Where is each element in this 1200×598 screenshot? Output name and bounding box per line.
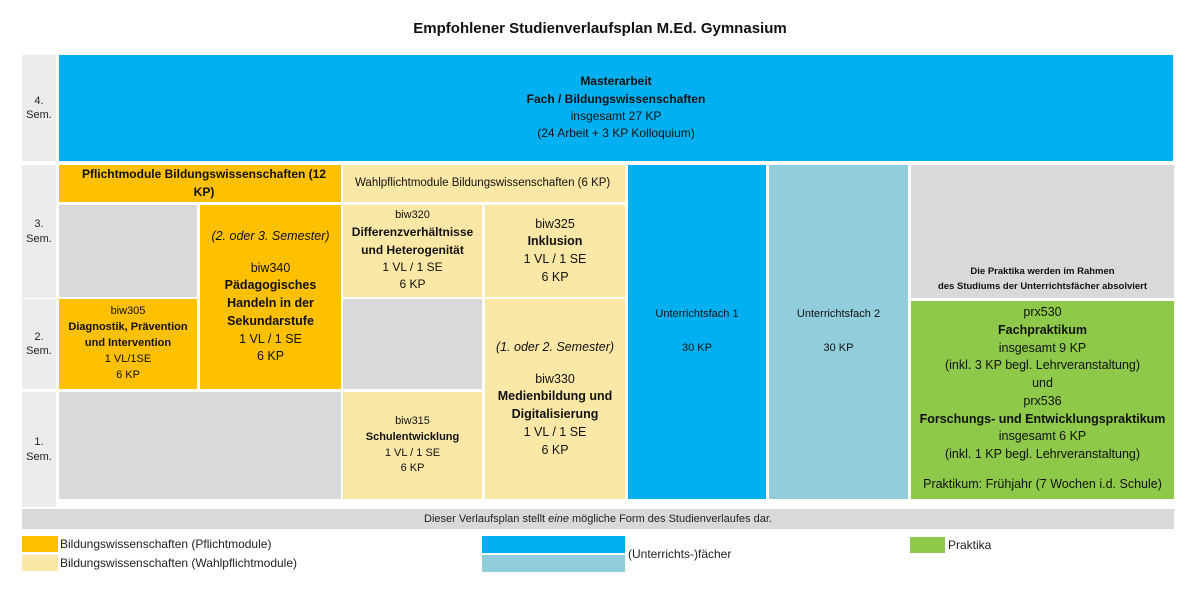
module-biw305: biw305 Diagnostik, Prävention und Interv… bbox=[59, 299, 197, 389]
praktika-note-line1: Die Praktika werden im Rahmen bbox=[970, 265, 1115, 277]
page-title: Empfohlener Studienverlaufsplan M.Ed. Gy… bbox=[413, 20, 787, 37]
wahlpflicht-header-label: Wahlpflichtmodule Bildungswissenschaften… bbox=[355, 177, 611, 190]
master-kp-detail: (24 Arbeit + 3 KP Kolloquium) bbox=[537, 126, 695, 141]
legend-swatch-fach-dark bbox=[482, 536, 625, 553]
module-biw340: (2. oder 3. Semester) biw340 Pädagogisch… bbox=[200, 205, 341, 389]
prx536-incl: (inkl. 1 KP begl. Lehrveranstaltung) bbox=[944, 447, 1141, 461]
semester-label-2: 2. Sem. bbox=[22, 299, 56, 389]
subject-1-block: Unterrichtsfach 1 30 KP bbox=[628, 165, 766, 499]
module-biw325: biw325 Inklusion 1 VL / 1 SE 6 KP bbox=[485, 205, 625, 297]
semester-label-4: 4. Sem. bbox=[22, 55, 56, 161]
biw315-kp: 6 KP bbox=[400, 462, 425, 475]
praktika-note-line2: des Studiums der Unterrichtsfächer absol… bbox=[937, 280, 1148, 292]
subject-1-kp: 30 KP bbox=[682, 342, 712, 354]
praktika-und: und bbox=[1032, 376, 1053, 390]
biw325-name: Inklusion bbox=[527, 234, 583, 249]
subject-1-name: Unterrichtsfach 1 bbox=[655, 308, 739, 321]
legend-swatch-wahlpflicht bbox=[22, 555, 58, 571]
master-thesis-block: Masterarbeit Fach / Bildungswissenschaft… bbox=[59, 55, 1173, 161]
legend-swatch-praktika bbox=[910, 537, 945, 553]
praktika-time: Praktikum: Frühjahr (7 Wochen i.d. Schul… bbox=[923, 476, 1162, 491]
prx536-code: prx536 bbox=[1023, 393, 1062, 408]
prx530-kp: insgesamt 9 KP bbox=[998, 340, 1087, 355]
biw315-code: biw315 bbox=[395, 414, 430, 427]
module-biw320: biw320 Differenzverhältnisse und Heterog… bbox=[343, 205, 482, 297]
empty-cell-3a bbox=[59, 205, 197, 297]
biw305-name: Diagnostik, Prävention und Intervention bbox=[68, 321, 188, 350]
master-kp: insgesamt 27 KP bbox=[570, 109, 662, 123]
module-biw315: biw315 Schulentwicklung 1 VL / 1 SE 6 KP bbox=[343, 392, 482, 499]
biw325-kp: 6 KP bbox=[541, 269, 569, 284]
biw320-format: 1 VL / 1 SE bbox=[382, 259, 443, 274]
subject-2-kp: 30 KP bbox=[823, 342, 854, 354]
legend-swatch-pflicht bbox=[22, 536, 58, 552]
biw340-code: biw340 bbox=[250, 260, 291, 275]
semester-label-1: 1. Sem. bbox=[22, 392, 56, 507]
prx536-name: Forschungs- und Entwicklungspraktikum bbox=[919, 411, 1166, 426]
biw330-format: 1 VL / 1 SE bbox=[523, 424, 587, 439]
legend-label-pflicht: Bildungswissenschaften (Pflichtmodule) bbox=[60, 537, 272, 551]
legend-swatch-fach-light bbox=[482, 555, 625, 572]
biw320-code: biw320 bbox=[395, 209, 430, 222]
biw340-kp: 6 KP bbox=[256, 349, 285, 364]
subject-2-name: Unterrichtsfach 2 bbox=[796, 308, 881, 321]
biw305-format: 1 VL/1SE bbox=[104, 352, 152, 365]
biw340-format: 1 VL / 1 SE bbox=[239, 331, 302, 346]
biw330-name: Medienbildung und Digitalisierung bbox=[497, 389, 613, 421]
biw305-kp: 6 KP bbox=[116, 368, 140, 381]
legend-label-praktika: Praktika bbox=[948, 538, 992, 552]
wahlpflicht-header: Wahlpflichtmodule Bildungswissenschaften… bbox=[343, 165, 625, 202]
module-biw330: (1. oder 2. Semester) biw330 Medienbildu… bbox=[485, 299, 625, 499]
footer-text-before: Dieser Verlaufsplan stellt bbox=[424, 513, 549, 525]
biw320-name: Differenzverhältnisse und Heterogenität bbox=[351, 225, 474, 257]
master-title: Masterarbeit bbox=[580, 74, 652, 89]
biw330-code: biw330 bbox=[535, 371, 575, 386]
prx530-code: prx530 bbox=[1023, 305, 1062, 319]
subject-2-block: Unterrichtsfach 2 30 KP bbox=[769, 165, 908, 499]
semester-label-3: 3. Sem. bbox=[22, 165, 56, 298]
biw325-code: biw325 bbox=[535, 216, 575, 231]
footer-text-after: mögliche Form des Studienverlaufes dar. bbox=[568, 513, 772, 525]
biw315-format: 1 VL / 1 SE bbox=[384, 446, 441, 459]
prx536-kp: insgesamt 6 KP bbox=[998, 429, 1087, 444]
biw325-format: 1 VL / 1 SE bbox=[523, 252, 587, 266]
master-subtitle: Fach / Bildungswissenschaften bbox=[526, 91, 706, 106]
legend-label-faecher: (Unterrichts-)fächer bbox=[628, 547, 732, 561]
empty-cell-2c bbox=[343, 299, 482, 389]
biw330-kp: 6 KP bbox=[541, 442, 569, 457]
biw340-name: Pädagogisches Handeln in der Sekundarstu… bbox=[224, 278, 317, 328]
empty-cell-1ab bbox=[59, 392, 341, 499]
pflicht-header-label: Pflichtmodule Bildungswissenschaften (12… bbox=[81, 167, 327, 199]
biw330-note: (1. oder 2. Semester) bbox=[495, 339, 615, 354]
footer-text-emph: eine bbox=[548, 513, 569, 525]
footer-note: Dieser Verlaufsplan stellt eine mögliche… bbox=[22, 509, 1174, 529]
biw340-note: (2. oder 3. Semester) bbox=[211, 228, 330, 243]
legend-label-wahlpflicht: Bildungswissenschaften (Wahlpflichtmodul… bbox=[60, 556, 297, 570]
biw315-name: Schulentwicklung bbox=[365, 430, 460, 443]
biw320-kp: 6 KP bbox=[399, 277, 426, 292]
prx530-name: Fachpraktikum bbox=[998, 322, 1087, 337]
prx530-incl: (inkl. 3 KP begl. Lehrveranstaltung) bbox=[944, 358, 1141, 373]
praktika-block: prx530 Fachpraktikum insgesamt 9 KP (ink… bbox=[911, 301, 1174, 499]
biw305-code: biw305 bbox=[110, 305, 146, 318]
pflicht-header: Pflichtmodule Bildungswissenschaften (12… bbox=[59, 165, 341, 202]
praktika-note-block: Die Praktika werden im Rahmen des Studiu… bbox=[911, 165, 1174, 298]
